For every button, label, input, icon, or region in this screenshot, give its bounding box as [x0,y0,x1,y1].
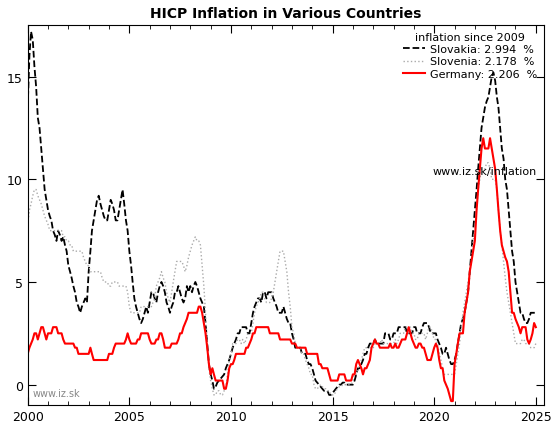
Line: Slovakia: 2.994  %: Slovakia: 2.994 % [27,32,536,395]
Text: www.iz.sk: www.iz.sk [33,388,81,398]
Line: Germany: 2.206  %: Germany: 2.206 % [27,139,536,401]
Title: HICP Inflation in Various Countries: HICP Inflation in Various Countries [150,7,422,21]
Text: www.iz.sk/inflation: www.iz.sk/inflation [432,166,536,176]
Line: Slovenia: 2.178  %: Slovenia: 2.178 % [27,163,536,395]
Legend: Slovakia: 2.994  %, Slovenia: 2.178  %, Germany: 2.206  %: Slovakia: 2.994 %, Slovenia: 2.178 %, Ge… [399,30,541,83]
